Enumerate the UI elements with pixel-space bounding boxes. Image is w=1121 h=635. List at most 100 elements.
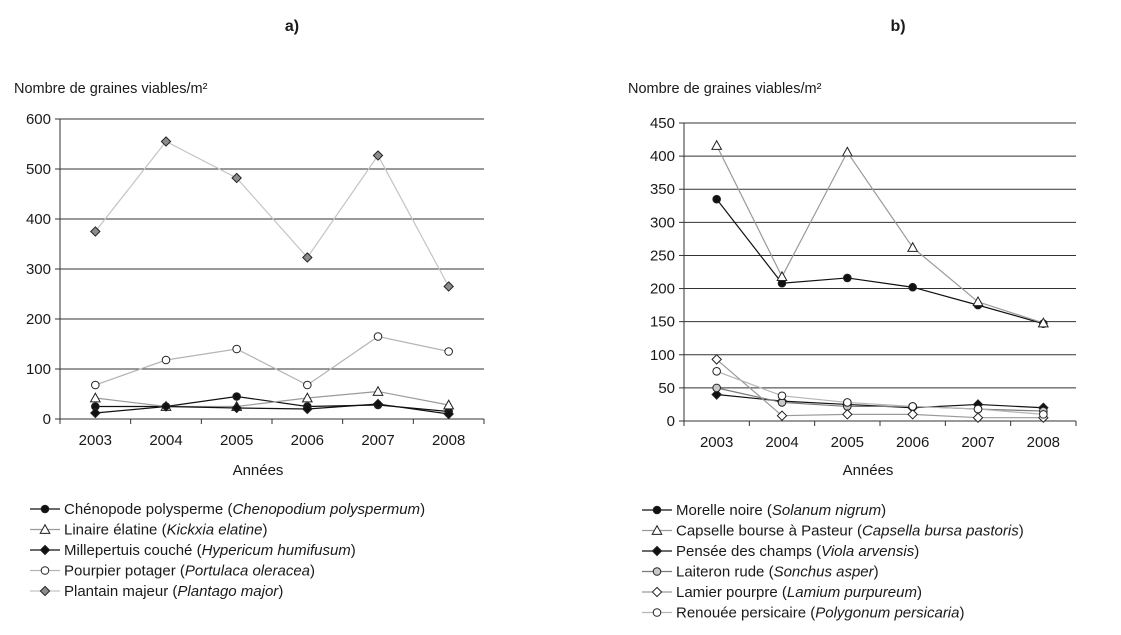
- legend-item: Linaire élatine (Kickxia elatine): [30, 522, 267, 539]
- legend-common-name: Pensée des champs: [676, 543, 812, 560]
- legend-marker: [651, 586, 663, 598]
- legend-scientific-name: Capsella bursa pastoris: [862, 523, 1019, 540]
- legend-item: Chénopode polysperme (Chenopodium polysp…: [30, 501, 425, 518]
- legend-label: Pensée des champs (Viola arvensis): [676, 543, 919, 560]
- y-tick-label: 600: [26, 111, 51, 128]
- x-tick-label: 2008: [1027, 434, 1060, 451]
- legend-marker: [651, 545, 663, 557]
- legend-label: Linaire élatine (Kickxia elatine): [64, 522, 267, 539]
- y-tick-label: 300: [26, 261, 51, 278]
- legend-scientific-name: Viola arvensis: [821, 543, 915, 560]
- data-point: [232, 392, 241, 401]
- y-tick-label: 0: [43, 411, 51, 428]
- legend-marker: [39, 544, 51, 556]
- legend-scientific-name: Chenopodium polyspermum: [232, 501, 420, 518]
- chart-b-gridlines: [684, 122, 1076, 389]
- legend-scientific-name: Plantago major: [177, 583, 279, 600]
- chart-a-series: [89, 136, 455, 420]
- legend-scientific-name: Polygonum persicaria: [815, 605, 959, 622]
- chart-b-series: [711, 139, 1049, 423]
- legend-label: Chénopode polysperme (Chenopodium polysp…: [64, 501, 425, 518]
- legend-label: Capselle bourse à Pasteur (Capsella burs…: [676, 523, 1024, 540]
- legend-item: Capselle bourse à Pasteur (Capsella burs…: [642, 523, 1024, 540]
- data-point: [301, 392, 313, 403]
- legend-label: Plantain majeur (Plantago major): [64, 583, 283, 600]
- series-line: [95, 403, 449, 415]
- legend-common-name: Morelle noire: [676, 502, 763, 519]
- data-point: [907, 409, 918, 420]
- series-line: [95, 390, 449, 408]
- x-tick-label: 2005: [220, 432, 253, 449]
- chart-a-legend: Chénopode polysperme (Chenopodium polysp…: [30, 501, 425, 600]
- x-tick-label: 2006: [896, 434, 929, 451]
- data-point: [372, 398, 384, 410]
- legend-common-name: Pourpier potager: [64, 563, 176, 580]
- data-point: [711, 389, 722, 400]
- chart-b-axes: [679, 122, 1077, 426]
- data-point: [372, 150, 384, 161]
- legend-common-name: Lamier pourpre: [676, 584, 778, 601]
- data-point: [712, 383, 721, 393]
- data-point: [908, 282, 917, 292]
- data-point: [711, 139, 723, 150]
- x-tick-label: 2007: [961, 434, 994, 451]
- chart-a-panel-label: a): [285, 18, 299, 35]
- chart-b-y-tick-labels: 0 50 100 150 200 250 300 350 400 450: [650, 115, 675, 430]
- x-tick-label: 2007: [361, 432, 394, 449]
- legend-item: Lamier pourpre (Lamium purpureum): [642, 584, 922, 601]
- legend-item: Plantain majeur (Plantago major): [30, 583, 283, 600]
- legend-common-name: Renouée persicaire: [676, 605, 806, 622]
- legend-common-name: Laiteron rude: [676, 564, 764, 581]
- legend-item: Laiteron rude (Sonchus asper): [642, 564, 879, 581]
- data-point: [908, 402, 917, 411]
- data-point: [302, 252, 313, 263]
- legend-marker: [39, 585, 51, 597]
- legend-label: Renouée persicaire (Polygonum persicaria…: [676, 605, 965, 622]
- data-point: [161, 355, 171, 365]
- series-line: [716, 145, 1044, 324]
- chart-a-x-axis-label: Années: [233, 462, 284, 479]
- x-tick-label: 2003: [700, 434, 733, 451]
- legend-marker: [652, 505, 662, 515]
- legend-scientific-name: Solanum nigrum: [772, 502, 881, 519]
- data-point: [444, 347, 453, 356]
- chart-a-x-tick-labels: 2003 2004 2005 2006 2007 2008: [79, 432, 466, 449]
- data-point: [712, 367, 721, 376]
- legend-common-name: Millepertuis couché: [64, 542, 192, 559]
- y-tick-label: 300: [650, 214, 675, 231]
- data-point: [973, 404, 983, 414]
- data-point: [841, 146, 853, 157]
- legend-scientific-name: Portulaca oleracea: [185, 563, 310, 580]
- data-point: [1037, 317, 1049, 328]
- data-point: [373, 332, 383, 341]
- data-point: [842, 409, 853, 420]
- series-line: [94, 140, 450, 287]
- data-point: [443, 281, 454, 292]
- chart-b-x-axis-label: Années: [843, 462, 894, 479]
- legend-marker: [652, 567, 662, 576]
- y-tick-label: 450: [650, 115, 675, 132]
- data-point: [1039, 410, 1048, 419]
- y-tick-label: 400: [26, 211, 51, 228]
- chart-a: a) Nombre de graines viables/m² 01002003…: [14, 18, 485, 600]
- data-point: [776, 270, 788, 281]
- series-line: [716, 358, 1044, 419]
- y-tick-label: 500: [26, 161, 51, 178]
- data-point: [711, 354, 722, 365]
- legend-label: Morelle noire (Solanum nigrum): [676, 502, 886, 519]
- legend-common-name: Plantain majeur: [64, 583, 168, 600]
- x-tick-label: 2006: [291, 432, 324, 449]
- y-tick-label: 350: [650, 181, 675, 198]
- chart-b-panel-label: b): [890, 18, 905, 35]
- data-point: [160, 401, 172, 412]
- data-point: [302, 403, 313, 415]
- data-point: [907, 241, 919, 252]
- legend-scientific-name: Kickxia elatine: [167, 522, 263, 539]
- series-line: [716, 370, 1044, 415]
- data-point: [90, 226, 101, 237]
- chart-b-y-axis-label: Nombre de graines viables/m²: [628, 81, 822, 97]
- data-point: [372, 385, 384, 396]
- data-point: [776, 410, 788, 422]
- legend-label: Millepertuis couché (Hypericum humifusum…: [64, 542, 356, 559]
- data-point: [777, 391, 787, 401]
